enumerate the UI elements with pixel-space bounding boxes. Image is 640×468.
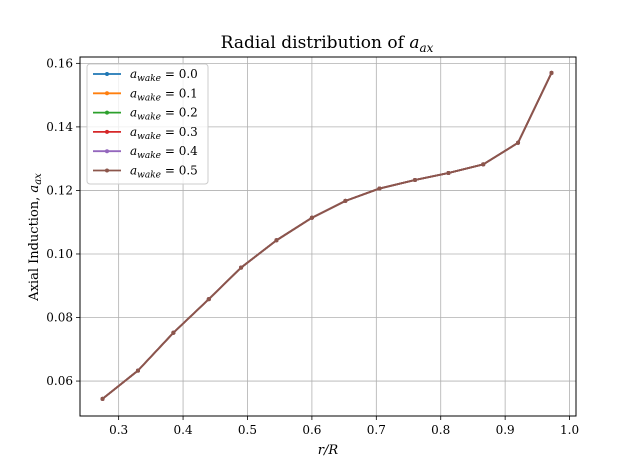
data-point — [343, 198, 348, 203]
legend-label-value: = 0.0 — [161, 67, 198, 81]
legend-label-value: = 0.2 — [161, 106, 198, 120]
legend-item: awake = 0.1 — [93, 86, 198, 103]
legend-swatch-marker — [105, 110, 109, 115]
legend-item: awake = 0.2 — [93, 106, 198, 123]
legend-label-sub: wake — [137, 93, 161, 103]
legend-label-value: = 0.4 — [161, 144, 198, 158]
x-tick-label: 0.8 — [431, 423, 450, 437]
y-tick-label: 0.14 — [46, 120, 73, 134]
series-line — [101, 72, 553, 400]
data-point — [135, 368, 140, 373]
data-point — [412, 177, 417, 182]
x-tick-label: 0.5 — [238, 423, 257, 437]
legend-label: awake = 0.2 — [130, 106, 198, 123]
legend-label-sub: wake — [137, 74, 161, 84]
y-tick-label: 0.12 — [46, 183, 73, 197]
legend-label: awake = 0.0 — [130, 67, 198, 84]
data-point — [516, 140, 521, 145]
legend-label-var: a — [130, 86, 137, 100]
data-point — [239, 265, 244, 270]
plot-area-frame — [79, 56, 577, 417]
legend-label-sub: wake — [137, 151, 161, 161]
legend-label-var: a — [130, 144, 137, 158]
x-tick-label: 0.3 — [109, 423, 128, 437]
series-layer — [100, 70, 554, 401]
legend-label-value: = 0.5 — [161, 164, 198, 178]
y-tick-label: 0.10 — [46, 247, 73, 261]
legend-item: awake = 0.5 — [93, 164, 198, 181]
legend-label: awake = 0.1 — [130, 86, 198, 103]
grid-lines — [80, 57, 576, 416]
legend-label-var: a — [130, 67, 137, 81]
legend-swatch-marker — [105, 91, 109, 96]
legend-label: awake = 0.5 — [130, 164, 198, 181]
y-tick-label: 0.06 — [46, 374, 73, 388]
x-tick-label: 0.7 — [367, 423, 386, 437]
legend-label-sub: wake — [137, 132, 161, 142]
chart-title: Radial distribution of aax — [221, 33, 434, 55]
legend-label-var: a — [130, 106, 137, 120]
data-point — [377, 186, 382, 191]
data-point — [446, 170, 451, 175]
legend-label-var: a — [130, 125, 137, 139]
chart-title-sub: ax — [419, 41, 433, 55]
chart-title-var: a — [409, 33, 419, 53]
series-5 — [100, 70, 554, 401]
x-tick-label: 0.9 — [496, 423, 515, 437]
chart-title-main: Radial distribution of — [221, 33, 410, 53]
y-axis-label-var: a — [27, 185, 42, 193]
y-axis-label-sub: ax — [33, 173, 44, 185]
data-point — [206, 297, 211, 302]
data-point — [100, 396, 105, 401]
x-tick-label: 0.4 — [174, 423, 193, 437]
legend-label-value: = 0.3 — [161, 125, 198, 139]
y-tick-label: 0.16 — [46, 56, 73, 70]
legend-swatch-marker — [105, 168, 109, 173]
legend-label: awake = 0.3 — [130, 125, 198, 142]
x-tick-label: 1.0 — [560, 423, 579, 437]
x-axis-label: r/R — [318, 443, 339, 458]
legend-label-sub: wake — [137, 113, 161, 123]
legend-item: awake = 0.0 — [93, 67, 198, 84]
data-point — [549, 70, 554, 75]
x-axis-ticks: 0.3 0.4 0.5 0.6 0.7 0.8 0.9 1.0 — [109, 416, 579, 437]
legend-item: awake = 0.4 — [93, 144, 198, 161]
legend-item: awake = 0.3 — [93, 125, 198, 142]
x-tick-label: 0.6 — [302, 423, 321, 437]
legend-swatch-marker — [105, 149, 109, 154]
y-axis-ticks: 0.06 0.08 0.10 0.12 0.14 0.16 — [46, 56, 80, 388]
legend-swatch-marker — [105, 72, 109, 76]
data-point — [481, 162, 486, 167]
y-tick-label: 0.08 — [46, 311, 73, 325]
legend-label-sub: wake — [137, 171, 161, 181]
legend-label: awake = 0.4 — [130, 144, 198, 161]
data-point — [171, 330, 176, 335]
legend-label-var: a — [130, 164, 137, 178]
legend-swatch-marker — [105, 129, 109, 134]
legend-label-value: = 0.1 — [161, 86, 198, 100]
y-axis-label: Axial Induction, aax — [27, 173, 44, 302]
data-point — [274, 238, 279, 243]
data-point — [309, 215, 314, 220]
y-axis-label-main: Axial Induction, — [27, 193, 42, 302]
